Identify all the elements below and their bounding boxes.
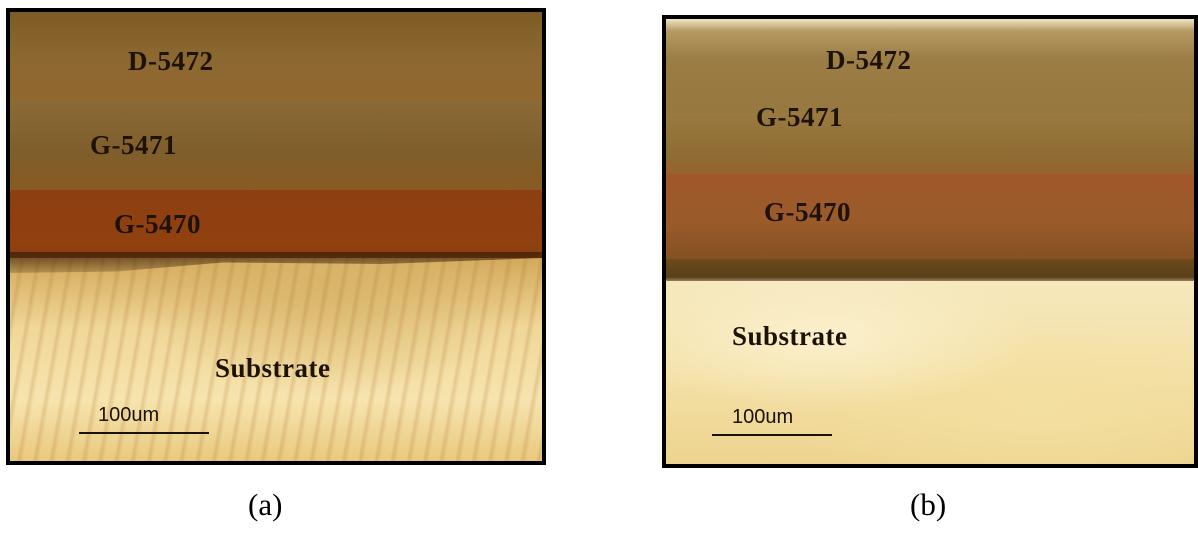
substrate-label: Substrate <box>732 321 848 351</box>
layer-label-g5470: G-5470 <box>114 209 201 239</box>
scale-bar-label: 100um <box>98 404 160 426</box>
micrograph-b: D-5472 G-5471 G-5470 Substrate 100um <box>662 15 1198 468</box>
micrograph-a: D-5472 G-5471 G-5470 Substrate 100um <box>6 8 546 465</box>
coating-layer-g5471 <box>666 113 1194 183</box>
substrate-label: Substrate <box>215 353 331 383</box>
coating-layer-d5472 <box>666 19 1194 119</box>
layer-label-g5470: G-5470 <box>764 197 851 227</box>
substrate-region <box>666 281 1194 464</box>
scale-bar <box>712 434 832 436</box>
layer-label-g5471: G-5471 <box>756 102 843 132</box>
layer-label-d5472: D-5472 <box>826 45 912 75</box>
substrate-region <box>10 258 542 461</box>
caption-b: (b) <box>910 487 947 522</box>
caption-a: (a) <box>248 487 283 522</box>
layer-label-d5472: D-5472 <box>128 46 214 76</box>
scale-bar <box>79 432 209 434</box>
scale-bar-label: 100um <box>732 406 794 428</box>
coating-layer-d5472 <box>10 12 542 104</box>
coating-layer-g5471 <box>10 100 542 196</box>
layer-label-g5471: G-5471 <box>90 130 177 160</box>
coating-layer-g5470 <box>666 174 1194 274</box>
